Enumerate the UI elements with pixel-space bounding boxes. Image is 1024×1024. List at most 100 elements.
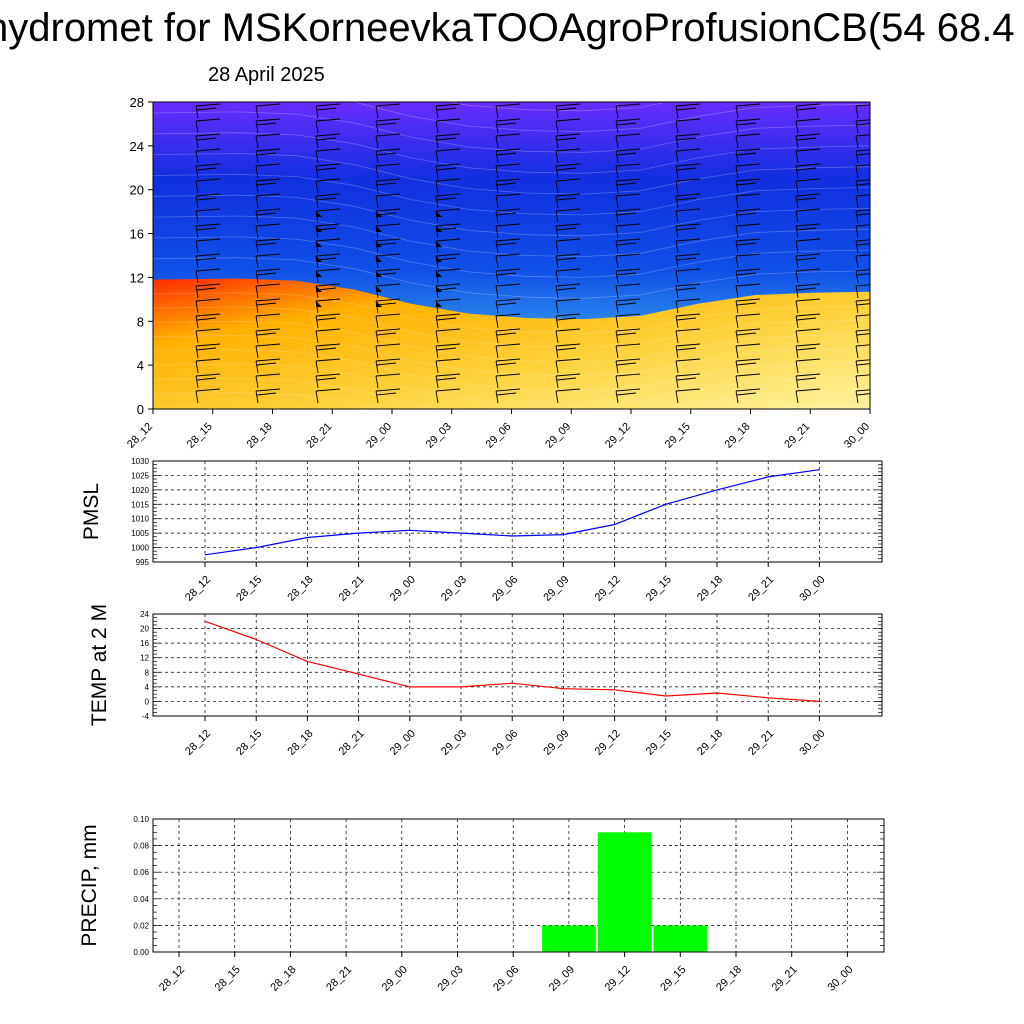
- wind-barb: [795, 103, 821, 119]
- wind-barb: [855, 194, 870, 209]
- wind-barb: [855, 374, 870, 389]
- wind-barb: [495, 163, 521, 179]
- wind-barb: [315, 208, 341, 224]
- x-tick-label: 29_09: [541, 728, 571, 758]
- x-tick-label: 28_12: [183, 728, 213, 758]
- x-tick-label: 29_06: [490, 728, 520, 758]
- wind-barb: [255, 358, 281, 374]
- wind-barb: [555, 238, 581, 254]
- wind-barb: [315, 193, 341, 209]
- wind-barb: [495, 283, 521, 299]
- y-tick-label: -4: [142, 712, 150, 721]
- wind-barb: [495, 313, 521, 329]
- wind-barb: [315, 283, 341, 299]
- wind-barb: [735, 253, 761, 269]
- y-tick-label: 0.06: [133, 868, 149, 877]
- precip-bar: [597, 832, 652, 952]
- y-tick-label: 8: [145, 668, 150, 677]
- wind-barb: [855, 149, 870, 164]
- wind-barb: [315, 118, 341, 134]
- x-tick-label: 29_18: [723, 421, 753, 451]
- wind-barb: [495, 388, 521, 404]
- wind-barb: [555, 178, 581, 194]
- wind-barb: [255, 373, 281, 389]
- contour-line: [153, 8, 870, 49]
- wind-barb: [795, 118, 821, 134]
- precip-bar: [542, 925, 596, 952]
- wind-barb: [855, 284, 870, 299]
- wind-barb: [615, 253, 641, 269]
- x-tick-label: 28_21: [324, 964, 354, 994]
- contour-line: [153, 335, 870, 377]
- wind-barb: [255, 178, 281, 194]
- wind-barb: [375, 208, 401, 224]
- wind-barb: [735, 103, 761, 119]
- wind-barb: [615, 118, 641, 134]
- contour-line: [153, 236, 870, 278]
- wind-barb: [735, 358, 761, 374]
- contour-line: [153, 194, 870, 237]
- wind-barb: [255, 118, 281, 134]
- x-tick-label: 28_21: [304, 421, 334, 451]
- wind-barb: [375, 163, 401, 179]
- wind-barb: [555, 193, 581, 209]
- wind-barb: [195, 118, 221, 134]
- wind-barb: [315, 133, 341, 149]
- x-tick-label: 29_15: [644, 728, 674, 758]
- x-tick-label: 28_18: [285, 728, 315, 758]
- contour-line: [351, 102, 870, 133]
- wind-barb: [675, 103, 701, 119]
- wind-barb: [795, 253, 821, 269]
- wind-barb: [315, 358, 341, 374]
- wind-barb: [315, 388, 341, 404]
- wind-barb: [255, 103, 281, 119]
- x-tick-label: 30_00: [797, 728, 827, 758]
- wind-barb: [555, 223, 581, 239]
- wind-barb: [555, 163, 581, 179]
- y-tick-label: 1005: [131, 529, 149, 538]
- x-tick-label: 29_12: [593, 728, 623, 758]
- wind-barb: [855, 269, 870, 284]
- wind-barb: [555, 328, 581, 344]
- wind-barb: [735, 238, 761, 254]
- wind-barb: [675, 298, 701, 314]
- wind-barb: [255, 208, 281, 224]
- wind-barb: [675, 283, 701, 299]
- wind-barb: [495, 343, 521, 359]
- wind-barb: [435, 373, 461, 389]
- wind-barb: [375, 283, 401, 299]
- wind-barb: [195, 268, 221, 284]
- wind-barb: [195, 343, 221, 359]
- wind-barb: [195, 298, 221, 314]
- wind-barb: [435, 193, 461, 209]
- x-tick-label: 29_12: [593, 574, 623, 604]
- wind-barb: [315, 223, 341, 239]
- wind-barb: [375, 238, 401, 254]
- wind-barb: [615, 223, 641, 239]
- wind-barb: [615, 388, 641, 404]
- wind-barb: [315, 373, 341, 389]
- wind-barb: [735, 193, 761, 209]
- wind-barb: [255, 388, 281, 404]
- y-tick-label: 1025: [131, 471, 149, 480]
- y-tick-label: 0.08: [133, 842, 149, 851]
- wind-barb: [795, 388, 821, 404]
- series-line: [204, 620, 820, 702]
- wind-barb: [555, 133, 581, 149]
- wind-barb: [675, 148, 701, 164]
- wind-barb: [375, 103, 401, 119]
- wind-barb: [495, 103, 521, 119]
- wind-barb: [495, 298, 521, 314]
- y-tick-label: 28: [130, 95, 144, 110]
- y-tick-label: 20: [130, 183, 144, 198]
- wind-barb: [735, 223, 761, 239]
- wind-barb: [675, 193, 701, 209]
- y-tick-label: 16: [140, 639, 149, 648]
- wind-barb: [375, 193, 401, 209]
- wind-barb: [375, 178, 401, 194]
- y-tick-label: 12: [130, 270, 144, 285]
- wind-barb: [675, 373, 701, 389]
- wind-barb: [255, 193, 281, 209]
- wind-barb: [795, 178, 821, 194]
- contour-line: [153, 349, 870, 391]
